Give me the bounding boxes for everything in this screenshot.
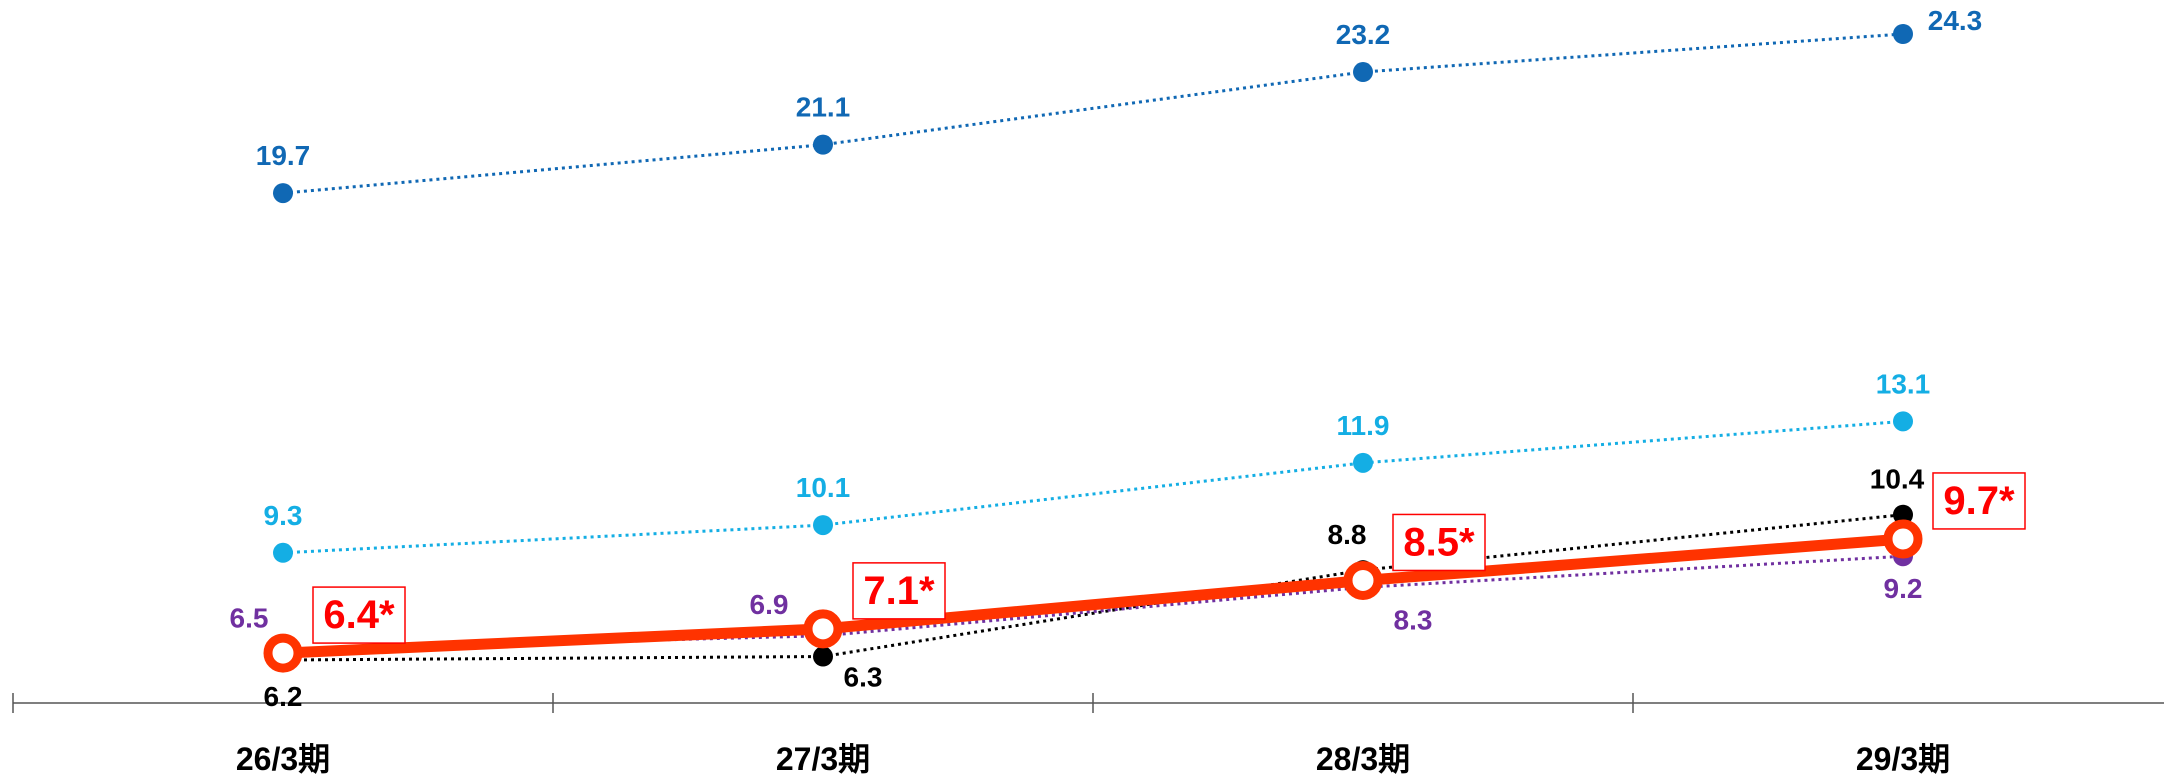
data-point — [1893, 411, 1913, 432]
data-label: 6.2 — [264, 681, 303, 712]
data-label: 11.9 — [1337, 410, 1390, 441]
data-label: 8.8 — [1328, 519, 1367, 550]
data-point — [273, 183, 293, 204]
data-label-box — [312, 586, 406, 644]
data-point — [813, 646, 833, 667]
data-point — [813, 515, 833, 536]
data-point — [1883, 519, 1923, 559]
data-label: 23.2 — [1336, 19, 1391, 50]
data-point — [813, 134, 833, 155]
data-point — [1893, 24, 1913, 44]
series-line-0 — [282, 32, 1904, 195]
data-label-box — [1392, 513, 1486, 572]
data-label: 7.1* — [863, 569, 935, 613]
data-point — [1893, 504, 1913, 525]
data-label: 8.5* — [1403, 520, 1475, 564]
data-label-box — [852, 562, 946, 620]
data-label: 10.4 — [1870, 464, 1925, 495]
x-tick-label: 26/3期 — [236, 741, 330, 775]
x-tick-label: 27/3期 — [776, 741, 870, 775]
data-label: 10.1 — [796, 472, 851, 503]
data-label-box — [1932, 472, 2026, 530]
data-point — [1353, 62, 1373, 83]
data-point — [1343, 560, 1383, 600]
data-label: 9.3 — [264, 500, 303, 531]
data-label: 8.3 — [1394, 604, 1433, 635]
data-label: 6.9 — [750, 589, 789, 620]
data-point — [1353, 452, 1373, 473]
data-point — [273, 542, 293, 563]
series-line-4 — [277, 533, 1909, 659]
data-label: 9.2 — [1884, 573, 1923, 604]
series-line-3 — [282, 554, 1904, 652]
data-point — [263, 633, 303, 673]
series-line-1 — [282, 419, 1904, 555]
data-label: 19.7 — [256, 140, 311, 171]
data-label: 21.1 — [796, 92, 851, 123]
data-label: 6.3 — [844, 662, 883, 693]
data-label: 9.7* — [1943, 479, 2015, 523]
x-tick-label: 28/3期 — [1316, 741, 1410, 775]
data-label: 6.4* — [323, 593, 395, 637]
data-label: 6.5 — [230, 603, 269, 634]
series-line-2 — [282, 513, 1904, 662]
data-label: 13.1 — [1876, 368, 1931, 399]
data-label: 24.3 — [1928, 5, 1983, 36]
x-tick-label: 29/3期 — [1856, 741, 1950, 775]
data-point — [803, 609, 843, 649]
